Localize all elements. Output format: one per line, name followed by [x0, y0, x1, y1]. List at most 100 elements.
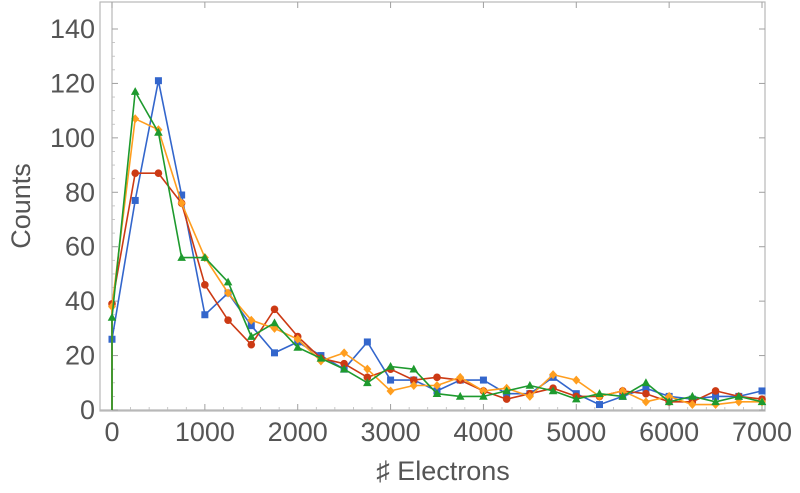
data-point: [386, 386, 395, 396]
x-tick-label: 4000: [453, 417, 513, 447]
data-point: [409, 364, 419, 373]
data-point: [270, 305, 279, 314]
series-square: [108, 77, 766, 410]
data-point: [247, 322, 255, 330]
data-point: [409, 381, 418, 391]
data-point: [456, 372, 465, 382]
x-tick-label: 2000: [268, 417, 328, 447]
data-point: [363, 338, 371, 346]
data-point: [712, 392, 720, 400]
data-point: [246, 332, 256, 340]
data-point: [571, 394, 581, 403]
y-tick-label: 140: [50, 14, 95, 44]
y-tick-label: 20: [65, 341, 95, 371]
data-point: [177, 198, 186, 208]
data-point: [595, 389, 604, 397]
x-axis-title: ♯ Electrons: [376, 456, 510, 486]
data-point: [271, 349, 278, 357]
x-tick-label: 0: [104, 417, 119, 447]
data-point: [340, 359, 348, 368]
data-point: [224, 316, 232, 324]
data-point: [432, 389, 442, 397]
data-point: [641, 397, 650, 407]
data-point: [154, 77, 162, 85]
data-point: [642, 389, 650, 398]
data-point: [107, 312, 117, 321]
data-point: [711, 397, 720, 406]
series-line: [111, 118, 762, 410]
x-tick-label: 1000: [175, 417, 235, 447]
data-point: [758, 387, 766, 395]
y-tick-label: 40: [65, 286, 95, 316]
data-point: [688, 400, 697, 410]
data-point: [200, 253, 210, 261]
data-point: [316, 353, 326, 362]
data-point: [154, 127, 163, 136]
data-point: [596, 401, 603, 409]
data-point: [130, 87, 140, 95]
x-tick-label: 3000: [361, 417, 421, 447]
data-point: [339, 364, 349, 373]
data-point: [131, 169, 140, 178]
data-point: [293, 334, 302, 344]
data-point: [757, 397, 767, 406]
data-point: [665, 391, 674, 401]
data-point: [618, 386, 627, 396]
data-point: [340, 348, 349, 358]
data-point: [548, 386, 558, 395]
data-point: [502, 386, 511, 395]
x-tick-label: 7000: [732, 417, 792, 447]
data-point: [525, 381, 535, 389]
data-point: [247, 340, 256, 349]
x-tick-label: 6000: [639, 417, 699, 447]
data-point: [363, 373, 372, 382]
plot-frame: [99, 1, 766, 412]
data-point: [201, 281, 209, 289]
data-point: [177, 253, 186, 261]
series-diamond: [108, 114, 766, 410]
data-point: [479, 376, 487, 384]
data-point: [178, 191, 186, 199]
data-point: [711, 387, 720, 395]
data-point: [131, 196, 139, 204]
y-tick-label: 120: [50, 68, 95, 98]
data-point: [433, 373, 441, 382]
y-tick-label: 100: [50, 123, 95, 153]
data-point: [270, 318, 279, 327]
data-point: [572, 375, 581, 385]
series-layer: [107, 77, 767, 410]
data-point: [549, 370, 558, 380]
data-point: [502, 395, 511, 403]
data-point: [223, 277, 233, 286]
series-line: [111, 79, 763, 410]
data-point: [409, 376, 418, 384]
data-point: [479, 391, 488, 400]
data-point: [642, 384, 650, 392]
data-point: [688, 391, 697, 400]
y-tick-label: 80: [65, 177, 95, 207]
x-tick-label: 5000: [546, 417, 606, 447]
y-tick-label: 60: [65, 232, 95, 262]
data-point: [433, 381, 441, 391]
series-line: [111, 90, 763, 410]
series-triangle: [107, 87, 767, 410]
data-point: [618, 391, 628, 400]
data-point: [479, 386, 488, 396]
y-tick-label: 0: [80, 395, 95, 425]
data-point: [201, 311, 209, 319]
series-line: [111, 172, 763, 410]
data-point: [363, 364, 372, 374]
data-point: [386, 361, 395, 370]
data-point: [641, 378, 651, 387]
data-point: [293, 342, 303, 351]
series-circle: [108, 169, 766, 410]
data-point: [455, 391, 465, 400]
data-point: [664, 397, 674, 406]
data-point: [734, 391, 744, 400]
y-axis-title: Counts: [6, 163, 36, 249]
data-point: [247, 315, 256, 325]
data-point: [387, 376, 395, 384]
data-point: [525, 391, 534, 401]
axes: 0 1000 2000 3000 4000 5000 6000 7000 0 20 40 60 80 10…: [50, 2, 792, 447]
